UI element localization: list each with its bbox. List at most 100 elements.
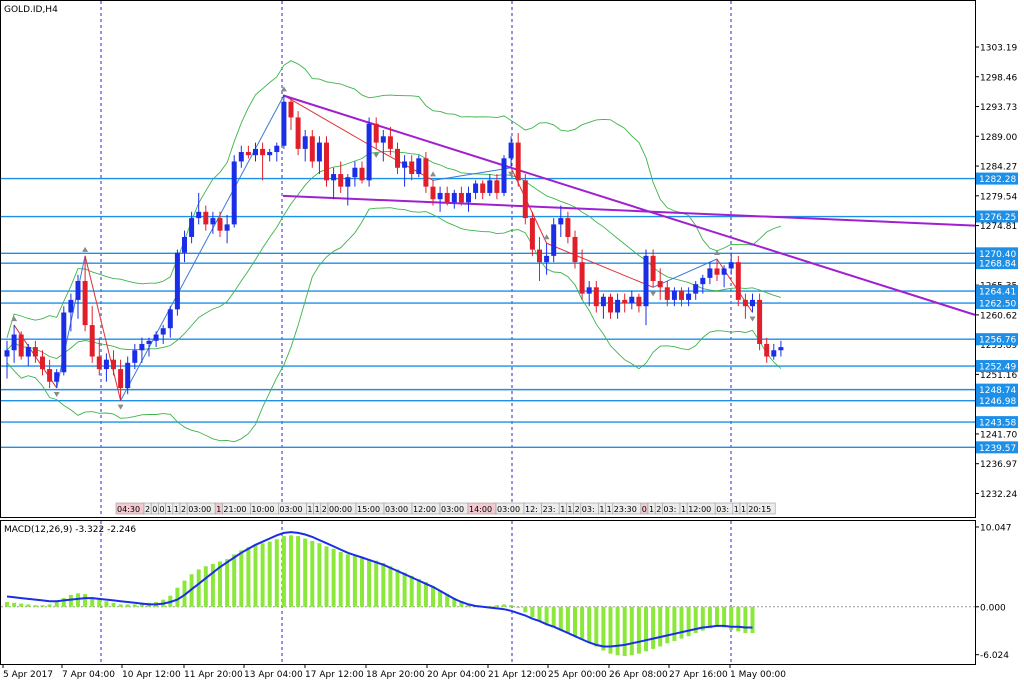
macd-bar	[544, 606, 549, 625]
macd-bar	[246, 547, 251, 607]
time-strip-label: 1	[560, 505, 565, 514]
level-label: 1256.76	[979, 336, 1016, 346]
fractal-marker	[117, 404, 124, 410]
candle-body	[558, 218, 564, 225]
macd-bar	[722, 606, 727, 628]
candle-body	[714, 268, 720, 275]
candle-body	[309, 136, 315, 162]
zigzag-segment	[432, 167, 512, 181]
candle-body	[395, 148, 400, 168]
level-label: 1243.58	[979, 419, 1016, 429]
candle-body	[153, 334, 159, 341]
macd-bar	[374, 560, 379, 607]
y-tick-label: 1251.16	[980, 371, 1017, 381]
candle-body	[25, 347, 31, 357]
time-strip-label: 12:00	[413, 505, 436, 514]
candle-body	[196, 211, 202, 219]
candle-body	[238, 152, 244, 162]
macd-bar	[594, 606, 599, 647]
macd-bar	[679, 606, 684, 639]
macd-bar	[615, 606, 620, 656]
zigzag-segment	[283, 94, 377, 150]
macd-bar	[296, 536, 301, 607]
candle-body	[629, 296, 635, 304]
macd-bar	[487, 606, 492, 608]
macd-bar	[281, 536, 286, 607]
macd-bar	[438, 590, 443, 607]
candle-body	[636, 296, 642, 307]
time-axis: 5 Apr 2017 7 Apr 04:00 10 Apr 12:00 11 Apr …	[2, 664, 786, 680]
macd-bar	[303, 538, 308, 607]
candle-body	[764, 343, 770, 357]
candle-body	[139, 343, 145, 351]
macd-bar	[736, 606, 741, 632]
level-label: 1282.28	[979, 175, 1016, 185]
candle-body	[544, 255, 550, 263]
candle-body	[402, 161, 408, 168]
candle-body	[480, 183, 486, 193]
time-strip-label: 2	[322, 505, 327, 514]
time-strip-label: 2	[575, 505, 580, 514]
x-tick-label: 26 Apr 08:00	[609, 670, 668, 680]
candle-body	[160, 328, 166, 335]
candle-body	[593, 287, 599, 307]
time-strip-label: 03:00	[279, 505, 302, 514]
candle-body	[380, 136, 386, 143]
candle-body	[338, 174, 344, 187]
time-strip-label: 1	[599, 505, 604, 514]
zigzag-segment	[84, 255, 122, 401]
time-strip-label: 23:	[543, 505, 556, 514]
macd-bar	[658, 606, 663, 647]
candle-body	[366, 123, 372, 181]
macd-bar	[573, 606, 577, 637]
macd-bar	[40, 605, 45, 607]
time-strip-label: 00:00	[329, 505, 352, 514]
macd-bar	[125, 604, 130, 607]
macd-bar	[12, 602, 17, 607]
level-label-bg	[976, 441, 1018, 454]
candle-body	[345, 177, 351, 187]
candle-body	[89, 325, 95, 357]
level-label: 1262.50	[979, 300, 1016, 310]
fractal-marker	[11, 316, 18, 322]
candle-body	[210, 218, 216, 225]
fractal-marker	[508, 171, 515, 177]
candle-body	[217, 218, 223, 231]
x-tick-label: 18 Apr 20:00	[366, 670, 425, 680]
candle-body	[664, 287, 670, 300]
macd-bar	[665, 606, 670, 644]
macd-bar	[636, 606, 641, 654]
candle-body	[4, 350, 10, 357]
candle-body	[494, 180, 500, 193]
x-tick-label: 20 Apr 04:00	[427, 670, 486, 680]
candle-body	[608, 296, 613, 313]
macd-bar	[459, 601, 464, 607]
candle-body	[245, 152, 251, 156]
fractal-marker	[650, 291, 657, 297]
macd-bar	[537, 606, 542, 622]
channel-lower-line	[282, 194, 976, 227]
macd-label: MACD(12,26,9) -3.322 -2.246	[4, 525, 136, 535]
candle-body	[700, 277, 706, 285]
candle-body	[182, 236, 187, 253]
time-strip-label: 14:00	[469, 505, 492, 514]
macd-bar	[289, 535, 293, 607]
candle-body	[260, 148, 266, 156]
macd-bar	[97, 599, 102, 607]
macd-bar	[203, 566, 208, 607]
candle-body	[352, 167, 358, 178]
macd-bar	[743, 606, 748, 634]
time-strip-label: 03:	[582, 505, 595, 514]
candle-body	[643, 255, 649, 307]
macd-bar	[644, 606, 648, 652]
candle-body	[373, 123, 379, 143]
candle-body	[267, 152, 273, 156]
time-strip-cell	[746, 502, 776, 515]
x-tick-label: 25 Apr 00:00	[548, 670, 607, 680]
time-strip-label: 12:	[525, 505, 538, 514]
macd-bar	[345, 554, 350, 607]
bb-upper	[6, 60, 782, 338]
candle-body	[650, 255, 656, 282]
macd-bar	[83, 594, 88, 607]
